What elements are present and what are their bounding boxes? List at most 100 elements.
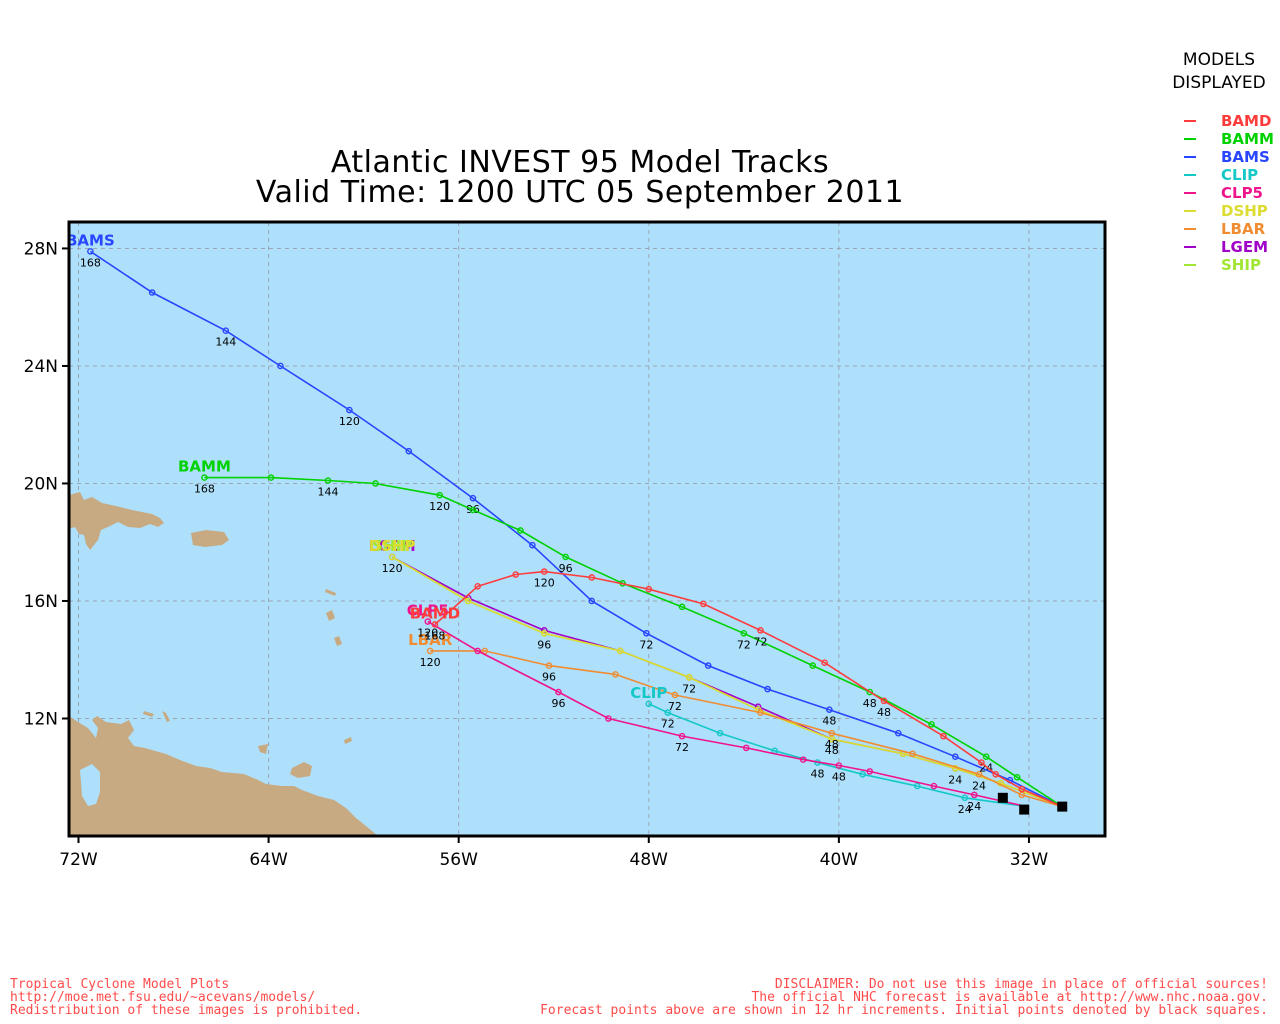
forecast-point: [481, 647, 489, 655]
forecast-hour-label: 168: [80, 256, 101, 269]
forecast-point: [671, 691, 679, 699]
forecast-point: [148, 289, 156, 296]
forecast-point: [742, 744, 750, 752]
y-tick-label: 20N: [24, 474, 58, 494]
forecast-hour-label: 72: [639, 638, 653, 651]
forecast-point: [866, 688, 874, 696]
footer-left: Tropical Cyclone Model Plots http://moe.…: [10, 977, 363, 1018]
forecast-point: [678, 732, 686, 740]
forecast-hour-label: 48: [825, 738, 839, 751]
y-tick-label: 12N: [24, 709, 58, 729]
forecast-point: [616, 647, 624, 655]
lake-maracaibo: [80, 764, 100, 806]
forecast-point: [835, 762, 843, 769]
forecast-point: [277, 362, 284, 370]
forecast-point: [764, 685, 771, 693]
forecast-point: [982, 753, 990, 760]
forecast-point: [529, 541, 536, 549]
forecast-point: [540, 568, 548, 575]
forecast-point: [388, 553, 396, 561]
forecast-point: [664, 709, 672, 716]
track-line: [430, 650, 1063, 808]
track-end-label: BAMS: [66, 231, 115, 249]
forecast-point: [971, 791, 978, 799]
forecast-point: [588, 597, 596, 605]
barbados: [258, 744, 268, 754]
legend-swatch: [1184, 192, 1196, 194]
forecast-hour-label: 48: [825, 744, 839, 757]
forecast-hour-label: 168: [424, 629, 445, 642]
forecast-point: [405, 447, 413, 455]
forecast-point: [866, 768, 874, 775]
forecast-hour-label: 96: [551, 697, 565, 710]
forecast-point: [267, 474, 275, 481]
forecast-point: [940, 732, 947, 740]
forecast-point: [87, 248, 94, 255]
legend-swatch: [1184, 120, 1196, 122]
legend-swatch: [1184, 174, 1196, 176]
forecast-hour-label: 24: [972, 779, 986, 792]
track-line: [89, 250, 1063, 808]
forecast-point: [992, 771, 999, 778]
forecast-point: [961, 794, 969, 802]
forecast-point: [975, 771, 983, 778]
forecast-point: [828, 729, 836, 737]
y-tick-label: 28N: [24, 239, 58, 259]
track-end-label: LGEM: [369, 537, 416, 555]
initial-points: [997, 792, 1068, 815]
legend-item-bamm: BAMM: [1184, 130, 1276, 148]
footer-right: DISCLAIMER: Do not use this image in pla…: [540, 977, 1268, 1018]
track-end-label: LBAR: [408, 631, 453, 649]
forecast-point: [464, 597, 472, 605]
forecast-point: [605, 715, 612, 722]
forecast-hour-label: 120: [382, 562, 403, 575]
forecast-point: [424, 618, 432, 625]
forecast-hour-label: 72: [661, 718, 675, 731]
track-clp5: 24 48 72 96 120 CLP5: [407, 602, 1027, 813]
forecast-point: [372, 480, 379, 487]
hispaniola: [69, 492, 164, 550]
forecast-point: [685, 674, 693, 681]
track-dshp: 24 48 72 96 120 DSHP: [369, 537, 1063, 808]
forecast-point: [928, 721, 935, 728]
forecast-hour-label: 72: [753, 635, 767, 648]
title-line-1: Atlantic INVEST 95 Model Tracks: [330, 145, 830, 180]
ocean: [69, 222, 1105, 836]
forecast-point: [826, 706, 833, 713]
forecast-point: [469, 506, 477, 514]
puerto-rico: [191, 530, 229, 547]
forecast-point: [740, 629, 748, 637]
map-frame: [67, 220, 1107, 838]
legend-label: CLIP: [1221, 166, 1259, 184]
forecast-point: [201, 474, 208, 481]
forecast-point: [1018, 785, 1026, 793]
forecast-point: [222, 327, 230, 334]
forecast-point: [612, 671, 619, 678]
axis-ticks: 72W 64W 56W 48W 40W 32W 28N 24N 20N 16N 12N: [24, 239, 1049, 870]
forecast-point: [346, 406, 353, 414]
south-america: [69, 716, 378, 836]
forecast-point: [716, 729, 724, 737]
forecast-hour-label: 72: [682, 682, 696, 695]
landmasses: [69, 492, 378, 836]
legend-item-dshp: DSHP: [1184, 202, 1276, 220]
initial-point-square: [1019, 804, 1030, 815]
legend-item-lbar: LBAR: [1184, 220, 1276, 238]
track-lbar: 24 48 72 96 120 LBAR: [408, 631, 1063, 808]
forecast-point: [880, 697, 888, 705]
forecast-point: [474, 647, 481, 655]
legend-swatch: [1184, 138, 1196, 140]
legend-label: CLP5: [1221, 184, 1263, 202]
legend-item-clip: CLIP: [1184, 166, 1276, 184]
x-tick-label: 64W: [249, 850, 288, 870]
legend-swatch: [1184, 156, 1196, 158]
forecast-point: [909, 750, 916, 758]
forecast-hour-label: 96: [559, 562, 573, 575]
x-tick-label: 56W: [439, 850, 478, 870]
legend-label: LBAR: [1221, 220, 1266, 238]
forecast-point: [645, 700, 653, 708]
track-bams: 48 72 96 120 144 168 BAMS: [66, 231, 1063, 808]
forecast-hour-label: 144: [318, 486, 339, 499]
